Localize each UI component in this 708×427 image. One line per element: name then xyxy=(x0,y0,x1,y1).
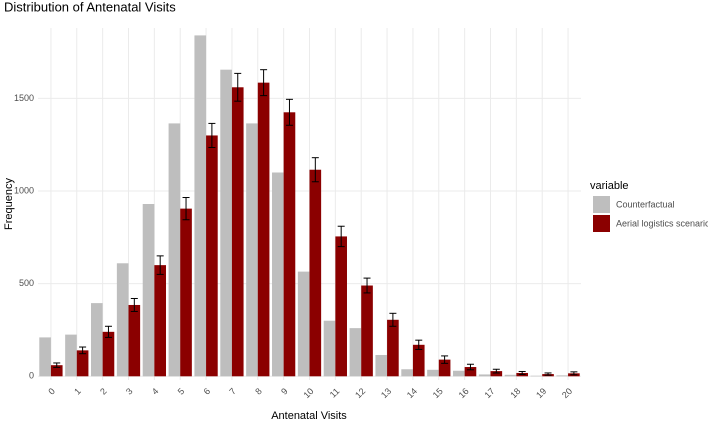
bar xyxy=(504,374,517,377)
bar xyxy=(65,334,77,377)
error-bar xyxy=(337,225,345,248)
bar xyxy=(375,354,388,377)
error-bar xyxy=(285,98,293,126)
bar xyxy=(39,337,51,377)
legend-key xyxy=(593,196,610,213)
error-bar xyxy=(260,69,268,97)
x-tick-label: 6 xyxy=(202,386,213,397)
error-bar xyxy=(415,339,423,350)
error-bar xyxy=(544,372,552,376)
bar xyxy=(50,365,63,377)
bar xyxy=(220,69,232,377)
legend-title: variable xyxy=(590,180,629,192)
x-tick-label: 2 xyxy=(98,386,109,397)
x-tick-label: 5 xyxy=(176,386,187,397)
x-tick-label: 13 xyxy=(379,386,393,400)
x-tick-label: 0 xyxy=(46,386,57,397)
bar xyxy=(401,369,413,377)
legend-label: Aerial logistics scenario xyxy=(616,218,708,228)
bar xyxy=(272,172,284,377)
bar xyxy=(427,369,439,377)
bar xyxy=(154,265,166,377)
error-bar xyxy=(466,363,474,371)
bar xyxy=(283,112,296,377)
x-tick-label: 18 xyxy=(508,386,522,400)
bar xyxy=(194,35,207,377)
x-tick-label: 9 xyxy=(279,386,290,397)
bar xyxy=(297,271,310,377)
error-bar xyxy=(234,72,242,102)
error-bar xyxy=(156,255,164,275)
y-tick-label: 1500 xyxy=(14,93,34,103)
bar xyxy=(335,236,347,377)
bar xyxy=(91,303,103,377)
bar xyxy=(180,208,192,377)
bar xyxy=(530,375,543,377)
chart-title: Distribution of Antenatal Visits xyxy=(4,0,176,14)
x-tick-label: 8 xyxy=(253,386,264,397)
bar xyxy=(478,374,491,377)
error-bar xyxy=(518,370,526,375)
bar xyxy=(412,344,425,377)
bar xyxy=(556,375,569,377)
x-tick-label: 12 xyxy=(353,386,367,400)
error-bar xyxy=(104,325,112,338)
y-tick-label: 0 xyxy=(29,371,34,381)
x-tick-label: 11 xyxy=(328,386,342,400)
x-tick-label: 10 xyxy=(301,386,315,400)
bar xyxy=(102,331,115,377)
error-bar xyxy=(182,197,190,221)
bar xyxy=(76,350,89,377)
legend-key xyxy=(593,215,610,232)
x-tick-label: 7 xyxy=(227,386,238,397)
bar xyxy=(490,371,503,377)
bar xyxy=(464,367,477,377)
bar xyxy=(206,135,218,377)
y-axis-label: Frequency xyxy=(3,178,15,230)
x-axis-label: Antenatal Visits xyxy=(271,410,347,422)
x-tick-label: 3 xyxy=(124,386,135,397)
bar xyxy=(309,169,322,377)
x-tick-label: 17 xyxy=(482,386,496,400)
y-tick-label: 1000 xyxy=(14,185,34,195)
bar xyxy=(387,319,399,377)
bar xyxy=(168,123,181,377)
bar xyxy=(349,328,362,377)
error-bar xyxy=(363,277,371,294)
error-bar xyxy=(570,371,578,376)
bar xyxy=(231,87,244,377)
error-bar xyxy=(53,362,61,368)
bar xyxy=(116,263,129,377)
x-tick-label: 14 xyxy=(405,386,419,400)
bar xyxy=(361,285,373,377)
y-tick-label: 500 xyxy=(19,278,34,288)
bar xyxy=(438,359,451,377)
x-tick-label: 1 xyxy=(72,386,83,397)
bar xyxy=(257,82,270,377)
x-tick-label: 20 xyxy=(560,386,574,400)
bar xyxy=(128,304,141,377)
error-bar xyxy=(208,122,216,148)
error-bar xyxy=(389,312,397,327)
x-tick-label: 4 xyxy=(150,386,161,397)
error-bar xyxy=(311,157,319,183)
bar xyxy=(246,123,258,377)
legend-label: Counterfactual xyxy=(616,199,675,209)
x-tick-label: 15 xyxy=(431,386,445,400)
bar xyxy=(453,370,465,377)
bar xyxy=(323,320,336,377)
bar xyxy=(142,204,155,377)
error-bar xyxy=(492,368,500,374)
x-tick-label: 16 xyxy=(457,386,471,400)
error-bar xyxy=(441,355,449,364)
error-bar xyxy=(79,346,87,355)
x-tick-label: 19 xyxy=(534,386,548,400)
error-bar xyxy=(130,297,138,312)
